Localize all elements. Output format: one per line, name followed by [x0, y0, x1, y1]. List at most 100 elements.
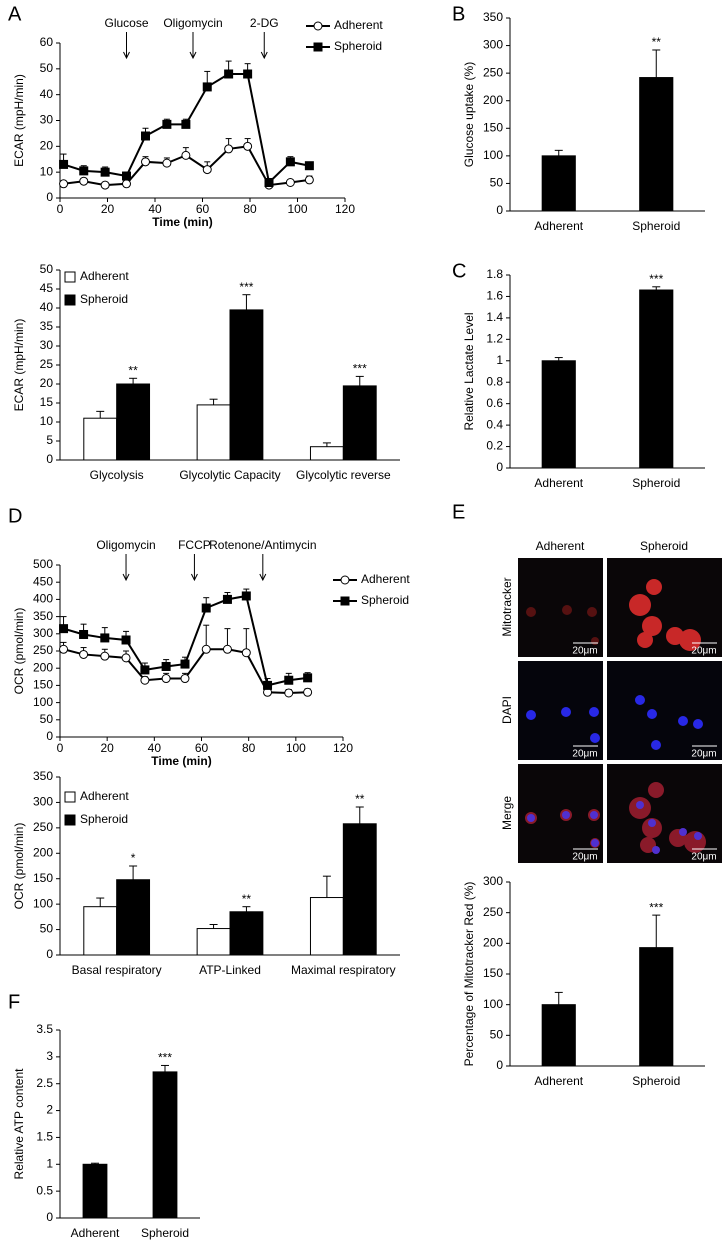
marker — [304, 161, 314, 171]
legend-label: Adherent — [361, 572, 410, 586]
y-tick-label: 150 — [33, 678, 53, 692]
legend-label: Adherent — [80, 789, 129, 803]
marker — [224, 144, 234, 154]
bar — [83, 906, 118, 956]
y-tick-label: 300 — [483, 874, 503, 888]
marker — [140, 675, 150, 685]
marker — [180, 674, 190, 684]
bar — [229, 911, 264, 956]
x-tick-label: Adherent — [534, 476, 583, 490]
bar — [639, 289, 674, 469]
marker — [202, 165, 212, 175]
y-tick-label: 0.4 — [486, 417, 503, 431]
x-tick-label: Adherent — [534, 219, 583, 233]
y-axis-label: OCR (pmol/min) — [12, 608, 26, 695]
scale-bar-label: 20μm — [572, 749, 597, 760]
significance-label: *** — [649, 900, 663, 914]
legend-label: Spheroid — [334, 39, 382, 53]
bar — [541, 1004, 576, 1067]
bar — [639, 77, 674, 212]
marker — [59, 624, 69, 634]
panel-letter: C — [452, 260, 466, 282]
y-tick-label: 3.5 — [36, 1022, 53, 1036]
y-tick-label: 3 — [46, 1049, 53, 1063]
panel-letter: D — [8, 505, 22, 527]
significance-label: * — [131, 851, 136, 865]
y-tick-label: 35 — [40, 319, 54, 333]
marker — [304, 175, 314, 185]
significance-label: *** — [239, 280, 253, 294]
significance-label: *** — [649, 272, 663, 286]
arrow-head — [122, 573, 130, 582]
marker — [59, 159, 69, 169]
y-tick-label: 250 — [33, 820, 53, 834]
marker — [241, 591, 251, 601]
y-tick-label: 250 — [483, 905, 503, 919]
arrow-head — [189, 51, 197, 60]
y-axis-label: ECAR (mpH/min) — [12, 74, 26, 167]
y-tick-label: 0 — [496, 460, 503, 474]
legend-swatch — [64, 271, 76, 283]
y-tick-label: 200 — [33, 660, 53, 674]
significance-label: *** — [158, 1051, 172, 1065]
marker — [59, 179, 69, 189]
marker — [241, 648, 251, 658]
marker — [79, 166, 89, 176]
y-tick-label: 300 — [483, 38, 503, 52]
y-tick-label: 0.6 — [486, 396, 503, 410]
y-tick-label: 0 — [46, 190, 53, 204]
y-tick-label: 0 — [46, 452, 53, 466]
marker — [285, 157, 295, 167]
bar — [309, 446, 344, 461]
y-axis-label: ECAR (mpH/min) — [12, 319, 26, 412]
x-tick-label: 120 — [333, 741, 353, 755]
x-tick-label: 100 — [287, 202, 307, 216]
y-tick-label: 20 — [40, 139, 54, 153]
arrow-head — [190, 573, 198, 582]
y-tick-label: 100 — [33, 896, 53, 910]
y-tick-label: 50 — [40, 262, 54, 276]
y-tick-label: 100 — [483, 997, 503, 1011]
column-label: Adherent — [536, 539, 585, 553]
marker — [181, 119, 191, 129]
y-tick-label: 350 — [33, 769, 53, 783]
marker — [162, 158, 172, 168]
bar — [309, 897, 344, 956]
x-tick-label: 100 — [286, 741, 306, 755]
marker — [140, 665, 150, 675]
legend-label: Adherent — [334, 18, 383, 32]
arrow-head — [123, 51, 130, 60]
y-tick-label: 0 — [46, 729, 53, 743]
y-axis-label: Percentage of Mitotracker Red (%) — [462, 882, 476, 1067]
y-tick-label: 350 — [483, 10, 503, 24]
marker — [162, 119, 172, 129]
marker — [284, 675, 294, 685]
row-label: Merge — [500, 796, 514, 830]
marker — [202, 82, 212, 92]
legend-label: Spheroid — [80, 292, 128, 306]
annotation: Rotenone/Antimycin — [209, 538, 316, 552]
y-tick-label: 250 — [33, 643, 53, 657]
y-tick-label: 10 — [40, 164, 54, 178]
y-tick-label: 150 — [483, 966, 503, 980]
y-tick-label: 2.5 — [36, 1076, 53, 1090]
y-tick-label: 30 — [40, 113, 54, 127]
annotation: Oligomycin — [163, 16, 222, 30]
marker — [79, 649, 89, 659]
series-line — [63, 594, 308, 687]
legend-marker — [313, 42, 323, 52]
legend-swatch — [64, 791, 76, 803]
bar — [152, 1071, 178, 1219]
significance-label: ** — [652, 35, 662, 49]
legend-label: Spheroid — [80, 812, 128, 826]
significance-label: *** — [353, 362, 367, 376]
marker — [181, 150, 191, 160]
x-tick-label: 0 — [57, 741, 64, 755]
y-tick-label: 0.2 — [486, 439, 503, 453]
x-tick-label: 40 — [148, 741, 162, 755]
marker — [180, 659, 190, 669]
marker — [161, 661, 171, 671]
x-tick-label: 60 — [196, 202, 210, 216]
x-tick-label: Glycolysis — [90, 468, 144, 482]
bar — [342, 385, 377, 461]
